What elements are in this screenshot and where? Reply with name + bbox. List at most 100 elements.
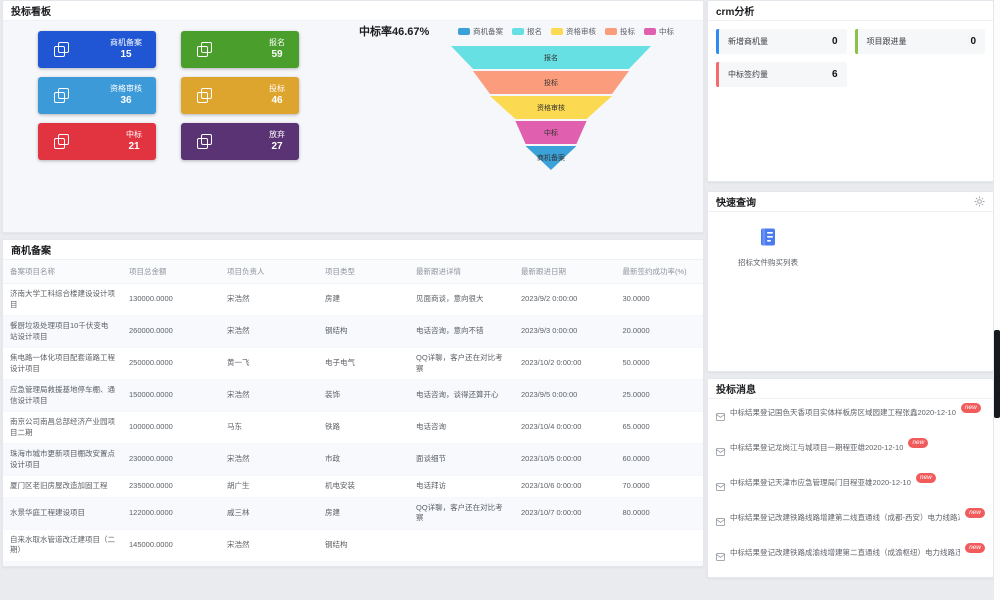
copy-stack-icon bbox=[53, 133, 71, 151]
column-header-1: 项目总金额 bbox=[122, 260, 220, 284]
table-cell: 宋浩然 bbox=[220, 283, 318, 316]
table-cell: 2023/10/4 0:00:00 bbox=[514, 411, 616, 444]
stat-card-text: 商机备案 15 bbox=[110, 38, 142, 61]
table-cell: 装饰 bbox=[318, 379, 409, 412]
stat-card-value: 21 bbox=[128, 141, 140, 153]
table-cell: 2023/9/2 0:00:00 bbox=[514, 283, 616, 316]
table-cell: 145000.0000 bbox=[122, 529, 220, 562]
legend-label: 资格审核 bbox=[566, 27, 596, 36]
legend-item-3[interactable]: 投标 bbox=[605, 26, 635, 37]
envelope-icon bbox=[716, 408, 725, 426]
message-item-0[interactable]: 中标结果登记国色天香项目实体样板房区域园建工程张鑫2020-12-10 new bbox=[716, 403, 985, 426]
table-cell: 马东 bbox=[220, 411, 318, 444]
table-cell: 20.0000 bbox=[615, 315, 703, 348]
stat-card-4[interactable]: 中标 21 bbox=[38, 123, 156, 160]
stat-card-3[interactable]: 投标 46 bbox=[181, 77, 299, 114]
bidding-board-body: 商机备案 15 报名 59 资格审核 36 投标 46 中标 21 放弃 27 中标率46.67% 商… bbox=[3, 21, 703, 232]
stat-card-1[interactable]: 报名 59 bbox=[181, 31, 299, 68]
quick-query-item-tender-doc-list[interactable]: 招标文件购买列表 bbox=[732, 228, 804, 268]
copy-stack-icon bbox=[53, 41, 71, 59]
message-item-1[interactable]: 中标结果登记龙岗江与城项目一期程亚雄2020-12-10 new bbox=[716, 438, 985, 461]
stat-card-text: 报名 59 bbox=[269, 38, 285, 61]
legend-swatch bbox=[551, 28, 563, 35]
legend-item-1[interactable]: 报名 bbox=[512, 26, 542, 37]
copy-stack-icon bbox=[53, 87, 71, 105]
gear-icon[interactable] bbox=[974, 196, 985, 207]
funnel-segment-2: 资格审核 bbox=[451, 96, 651, 119]
legend-label: 中标 bbox=[659, 27, 674, 36]
copy-stack-icon bbox=[196, 133, 214, 151]
table-cell bbox=[514, 561, 616, 566]
funnel-segment-label: 投标 bbox=[544, 79, 558, 87]
column-header-3: 项目类型 bbox=[318, 260, 409, 284]
message-item-2[interactable]: 中标结果登记天津市应急管理局门目程亚雄2020-12-10 new bbox=[716, 473, 985, 496]
envelope-icon bbox=[716, 443, 725, 461]
table-cell: 50.0000 bbox=[615, 347, 703, 380]
bid-messages-title: 投标消息 bbox=[716, 385, 756, 396]
funnel-segment-4: 商机备案 bbox=[451, 146, 651, 170]
opportunity-table-title: 商机备案 bbox=[11, 246, 51, 257]
table-header: 备案项目名称 项目总金额 项目负责人 项目类型 最新跟进详情 最新跟进日期 最新签约成功率(… bbox=[3, 260, 703, 284]
table-cell: 房建 bbox=[318, 497, 409, 530]
stat-card-value: 36 bbox=[120, 95, 132, 107]
scrollbar-thumb[interactable] bbox=[994, 330, 1000, 418]
table-cell: 水景华庭工程建设项目 bbox=[3, 497, 122, 530]
stat-card-label: 中标 bbox=[126, 129, 142, 139]
stat-card-label: 商机备案 bbox=[110, 37, 142, 47]
stat-cards: 商机备案 15 报名 59 资格审核 36 投标 46 中标 21 放弃 27 bbox=[38, 31, 299, 160]
new-badge: new bbox=[965, 508, 985, 518]
table-cell: 2023/10/6 0:00:00 bbox=[514, 475, 616, 498]
legend-item-2[interactable]: 资格审核 bbox=[551, 26, 596, 37]
stat-card-0[interactable]: 商机备案 15 bbox=[38, 31, 156, 68]
table-cell: 市政 bbox=[318, 443, 409, 476]
funnel-segment-1: 投标 bbox=[451, 71, 651, 94]
table-cell: 餐厨垃圾处理项目10千伏变电站设计项目 bbox=[3, 315, 122, 348]
message-item-3[interactable]: 中标结果登记改建铁路线路增建第二线直通线（成都-西安）电力线路迁改工程胡广生20… bbox=[716, 508, 985, 531]
table-cell: 厦门区老旧房屋改造加固工程 bbox=[3, 475, 122, 498]
table-cell: 宋浩然 bbox=[220, 379, 318, 412]
funnel-segment-shape bbox=[473, 71, 629, 94]
table-row: 厦门区老旧房屋改造加固工程 235000.0000 胡广生 机电安装 电话拜访 2023/… bbox=[3, 475, 703, 498]
legend-swatch bbox=[458, 28, 470, 35]
message-text: 中标结果登记天津市应急管理局门目程亚雄2020-12-10 bbox=[730, 478, 911, 487]
table-cell: 2023/10/5 0:00:00 bbox=[514, 443, 616, 476]
copy-stack-icon bbox=[196, 41, 214, 59]
table-cell bbox=[514, 529, 616, 562]
crm-stat-label: 新增商机量 bbox=[728, 37, 768, 46]
table-cell: 济南大学工科综合楼建设设计项目 bbox=[3, 283, 122, 316]
new-badge: new bbox=[908, 438, 929, 448]
new-badge: new bbox=[960, 403, 981, 413]
table-cell: 70.0000 bbox=[615, 475, 703, 498]
table-cell: 250000.0000 bbox=[122, 347, 220, 380]
legend-item-4[interactable]: 中标 bbox=[644, 26, 674, 37]
quick-query-panel: 快速查询 招标文件购买列表 bbox=[707, 191, 994, 372]
table-cell: 宋浩然 bbox=[220, 561, 318, 566]
stat-card-value: 15 bbox=[120, 49, 132, 61]
funnel-segment-label: 报名 bbox=[544, 54, 558, 62]
crm-stat-2: 中标签约量 6 bbox=[716, 62, 847, 87]
stat-card-text: 放弃 27 bbox=[269, 130, 285, 153]
table-row: 自来水取水管道改迁建项目（二期） 145000.0000 宋浩然 钢结构 bbox=[3, 529, 703, 562]
table-cell: QQ详聊，客户还在对比考察 bbox=[409, 497, 514, 530]
table-cell: 宋浩然 bbox=[220, 315, 318, 348]
table-row: 水景华庭工程建设项目 122000.0000 戚三林 房建 QQ详聊，客户还在对比考察 2… bbox=[3, 497, 703, 530]
legend-item-0[interactable]: 商机备案 bbox=[458, 26, 503, 37]
scrollbar[interactable] bbox=[994, 0, 1000, 600]
funnel-segment-label: 中标 bbox=[544, 129, 558, 137]
bid-messages-list: 中标结果登记国色天香项目实体样板房区域园建工程张鑫2020-12-10 new 中标… bbox=[708, 399, 993, 577]
stat-card-5[interactable]: 放弃 27 bbox=[181, 123, 299, 160]
bid-messages-panel: 投标消息 中标结果登记国色天香项目实体样板房区域园建工程张鑫2020-12-10… bbox=[707, 378, 994, 578]
message-item-4[interactable]: 中标结果登记改建铁路成渝线增建第二直通线（成渝枢纽）电力线路迁改工程黎江平202… bbox=[716, 543, 985, 566]
table-row: 焦电路一体化项目配套道路工程设计项目 250000.0000 黄一飞 电子电气 QQ详聊… bbox=[3, 347, 703, 380]
stat-card-2[interactable]: 资格审核 36 bbox=[38, 77, 156, 114]
envelope-icon bbox=[716, 478, 725, 496]
opportunity-table-panel: 商机备案 备案项目名称 项目总金额 项目负责人 项目类型 最新跟进详情 最新跟进日期 最新签… bbox=[2, 239, 704, 567]
win-rate-title: 中标率46.67% bbox=[359, 26, 430, 38]
table-cell bbox=[409, 561, 514, 566]
column-header-5: 最新跟进日期 bbox=[514, 260, 616, 284]
table-cell: 2023/9/3 0:00:00 bbox=[514, 315, 616, 348]
column-header-6: 最新签约成功率(%) bbox=[615, 260, 703, 284]
table-cell: 230000.0000 bbox=[122, 443, 220, 476]
table-cell bbox=[409, 529, 514, 562]
